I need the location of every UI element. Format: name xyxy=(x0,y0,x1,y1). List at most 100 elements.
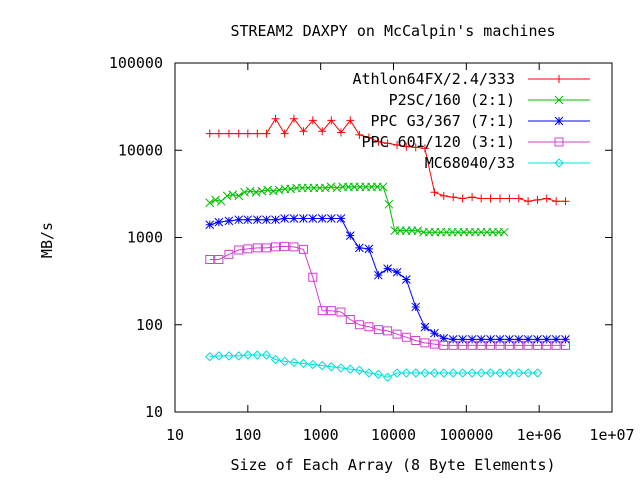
data-point xyxy=(289,114,298,123)
data-point xyxy=(280,214,289,223)
data-point xyxy=(263,185,272,195)
data-point xyxy=(468,193,477,202)
data-point xyxy=(411,143,420,152)
data-series xyxy=(205,114,571,382)
data-point xyxy=(523,340,533,350)
data-point xyxy=(448,368,458,378)
y-axis-label: MB/s xyxy=(38,222,56,258)
data-point xyxy=(561,335,570,344)
x-tick-label: 1000 xyxy=(303,426,339,444)
data-point xyxy=(355,243,364,253)
data-point xyxy=(245,186,255,196)
data-point xyxy=(542,194,551,203)
data-point xyxy=(383,326,393,336)
data-point xyxy=(504,340,514,350)
legend: Athlon64FX/2.4/333 P2SC/160 (2:1) PPC G3/3… xyxy=(352,70,590,172)
data-point xyxy=(373,369,384,380)
series-line xyxy=(209,354,538,378)
data-point xyxy=(327,116,336,125)
data-point xyxy=(486,194,495,203)
data-point xyxy=(383,139,392,148)
data-point xyxy=(429,368,440,378)
data-point xyxy=(496,194,505,203)
data-point xyxy=(270,354,281,365)
x-tick-label: 100000 xyxy=(439,426,493,444)
data-point xyxy=(261,350,272,360)
data-point xyxy=(268,186,278,196)
data-point xyxy=(345,231,355,241)
data-point xyxy=(401,332,411,342)
data-point xyxy=(429,339,439,349)
data-point xyxy=(317,360,327,371)
data-point xyxy=(280,129,289,138)
data-point xyxy=(413,226,423,235)
data-point xyxy=(476,368,486,378)
data-point xyxy=(354,320,364,330)
data-point xyxy=(326,214,336,223)
series-4 xyxy=(205,350,543,382)
data-point xyxy=(205,220,215,230)
data-point xyxy=(402,142,411,151)
data-point xyxy=(524,197,533,206)
data-point xyxy=(262,129,271,138)
data-point xyxy=(326,306,336,316)
data-point xyxy=(364,133,373,142)
data-point xyxy=(551,340,561,350)
data-point xyxy=(234,215,244,225)
data-point xyxy=(439,340,449,350)
data-point xyxy=(326,362,337,372)
data-point xyxy=(439,368,449,378)
data-point xyxy=(448,335,458,344)
data-point xyxy=(495,335,505,344)
series-3 xyxy=(205,241,571,350)
data-point xyxy=(477,194,486,203)
data-point xyxy=(449,193,458,202)
data-point xyxy=(499,227,509,237)
series-2 xyxy=(205,214,570,344)
data-point xyxy=(253,129,262,138)
data-point xyxy=(411,368,421,378)
data-point xyxy=(523,368,533,378)
data-point xyxy=(523,335,533,344)
data-point xyxy=(378,182,388,192)
data-point xyxy=(411,302,421,312)
data-point xyxy=(279,356,290,367)
data-point xyxy=(467,340,477,350)
data-point xyxy=(467,335,477,344)
data-point xyxy=(243,215,253,225)
series-line xyxy=(209,186,505,233)
data-point xyxy=(205,198,215,208)
data-point xyxy=(420,144,429,153)
data-point xyxy=(346,116,355,125)
data-point xyxy=(533,195,542,204)
data-point xyxy=(234,129,243,138)
data-point xyxy=(271,242,281,252)
data-point xyxy=(552,197,561,206)
data-point xyxy=(308,359,318,370)
data-point xyxy=(243,129,252,138)
y-tick-label: 100000 xyxy=(109,54,163,72)
data-point xyxy=(383,264,392,273)
data-point xyxy=(318,127,327,136)
data-point xyxy=(364,244,374,254)
data-point xyxy=(224,216,234,226)
data-point xyxy=(411,335,421,345)
data-point xyxy=(458,335,468,344)
data-point xyxy=(299,127,308,136)
data-point xyxy=(234,351,244,361)
data-point xyxy=(205,254,215,264)
data-point xyxy=(555,75,563,83)
data-point xyxy=(289,214,299,223)
data-point xyxy=(317,214,327,223)
data-point xyxy=(214,217,224,227)
data-point xyxy=(486,335,495,344)
data-point xyxy=(364,368,374,378)
data-point xyxy=(317,306,327,316)
data-point xyxy=(271,215,280,225)
axis-ticks: 10 100 1000 10000 100000 1e+06 1e+07 10 100 1000 1… xyxy=(109,54,635,444)
data-point xyxy=(308,116,317,125)
series-line xyxy=(209,245,566,346)
data-point xyxy=(214,129,223,138)
data-point xyxy=(298,358,309,369)
